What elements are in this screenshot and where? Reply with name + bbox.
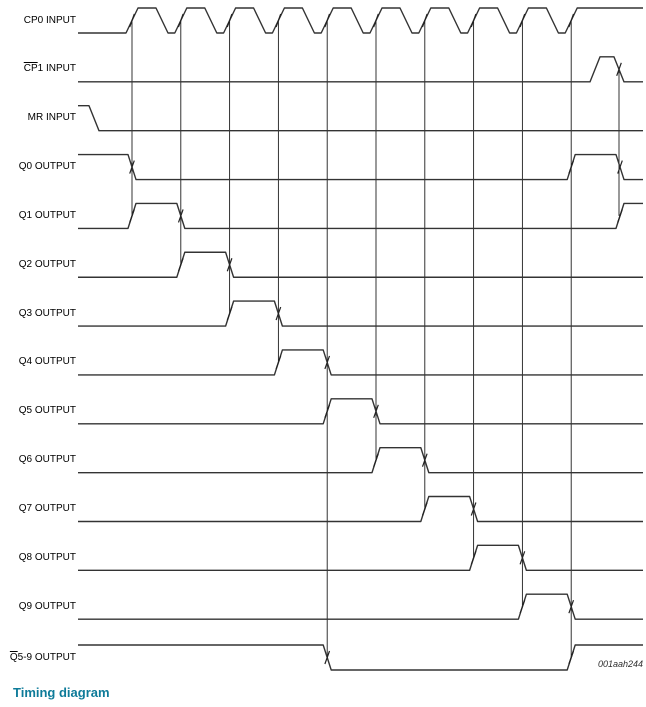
waveform-cp0 — [78, 7, 643, 34]
signal-label-q3: Q3 OUTPUT — [0, 307, 76, 321]
signal-label-q1: Q1 OUTPUT — [0, 209, 76, 223]
transition-tick — [470, 502, 477, 516]
waveform-q4 — [78, 349, 643, 376]
signal-label-text: Q9 OUTPUT — [18, 600, 76, 612]
waveform-cp1 — [78, 56, 643, 83]
signal-label-text: MR INPUT — [27, 112, 76, 124]
transition-tick — [129, 209, 135, 223]
transition-tick — [470, 13, 477, 28]
waveform-q2 — [78, 251, 643, 278]
transition-tick — [177, 13, 184, 28]
waveform-q5 — [78, 398, 643, 425]
signal-label-text: 5-9 OUTPUT — [17, 651, 76, 663]
transition-tick — [373, 404, 379, 419]
transition-tick — [324, 404, 331, 419]
signal-label-text: Q8 OUTPUT — [18, 551, 76, 563]
transition-tick — [421, 453, 428, 467]
waveform-q0 — [78, 153, 643, 181]
transition-tick — [275, 355, 282, 370]
signal-label-q0: Q0 OUTPUT — [0, 160, 76, 174]
waveform-q8 — [78, 544, 643, 572]
signal-label-cp0: CP0 INPUT — [0, 14, 76, 28]
transition-tick — [324, 355, 331, 370]
transition-tick — [470, 551, 477, 565]
signal-label-q4: Q4 OUTPUT — [0, 355, 76, 369]
transition-tick — [568, 650, 575, 665]
signal-label-q8: Q8 OUTPUT — [0, 551, 76, 565]
signal-label-q6: Q6 OUTPUT — [0, 453, 76, 467]
signal-label-text: Q6 OUTPUT — [18, 454, 76, 466]
transition-tick — [226, 13, 233, 28]
transition-tick — [568, 13, 575, 28]
transition-tick — [324, 650, 331, 665]
transition-tick — [617, 160, 623, 174]
waveform-mr — [78, 105, 643, 132]
transition-tick — [275, 13, 282, 28]
signal-label-cp1: CP1 INPUT — [0, 62, 76, 76]
transition-tick — [226, 258, 233, 272]
figure-id: 001aah244 — [597, 659, 643, 669]
transition-tick — [421, 502, 428, 516]
waveform-q5_9 — [78, 644, 643, 671]
signal-label-q2: Q2 OUTPUT — [0, 258, 76, 272]
figure-caption: Timing diagram — [13, 685, 110, 700]
transition-tick — [177, 209, 184, 223]
signal-label-text: CP0 INPUT — [23, 14, 76, 26]
signal-label-q5_9: Q5-9 OUTPUT — [0, 651, 76, 665]
signal-label-q5: Q5 OUTPUT — [0, 404, 76, 418]
transition-tick — [519, 13, 526, 28]
transition-tick — [373, 13, 379, 28]
transition-tick — [129, 160, 135, 174]
transition-tick — [568, 599, 575, 614]
signal-label-text: CP — [23, 63, 38, 75]
signal-label-text: Q — [9, 651, 18, 663]
signal-label-text: Q0 OUTPUT — [18, 161, 76, 173]
signal-label-text: Q4 OUTPUT — [18, 356, 76, 368]
transition-tick — [177, 258, 184, 272]
transition-tick — [324, 13, 331, 28]
waveform-q1 — [78, 202, 643, 230]
waveform-q3 — [78, 300, 643, 327]
signal-label-q9: Q9 OUTPUT — [0, 600, 76, 614]
transition-tick — [226, 306, 233, 321]
signal-label-text: Q7 OUTPUT — [18, 503, 76, 514]
transition-tick — [616, 62, 622, 77]
signal-label-text: Q5 OUTPUT — [18, 405, 76, 417]
waveform-q6 — [78, 446, 643, 474]
transition-tick — [519, 599, 526, 614]
signal-label-text: Q2 OUTPUT — [18, 258, 76, 270]
transition-tick — [421, 13, 428, 28]
signal-label-mr: MR INPUT — [0, 111, 76, 125]
transition-tick — [568, 160, 575, 174]
transition-tick — [275, 306, 282, 321]
signal-label-text: Q1 OUTPUT — [18, 209, 76, 221]
waveform-q9 — [78, 593, 643, 620]
transition-tick — [129, 13, 135, 28]
signal-label-text: Q3 OUTPUT — [18, 307, 76, 319]
signal-label-text: 1 INPUT — [37, 63, 76, 75]
transition-tick — [617, 209, 623, 223]
waveform-q7 — [78, 495, 643, 523]
transition-tick — [519, 551, 526, 565]
signal-label-q7: Q7 OUTPUT — [0, 502, 76, 516]
transition-tick — [373, 453, 379, 467]
